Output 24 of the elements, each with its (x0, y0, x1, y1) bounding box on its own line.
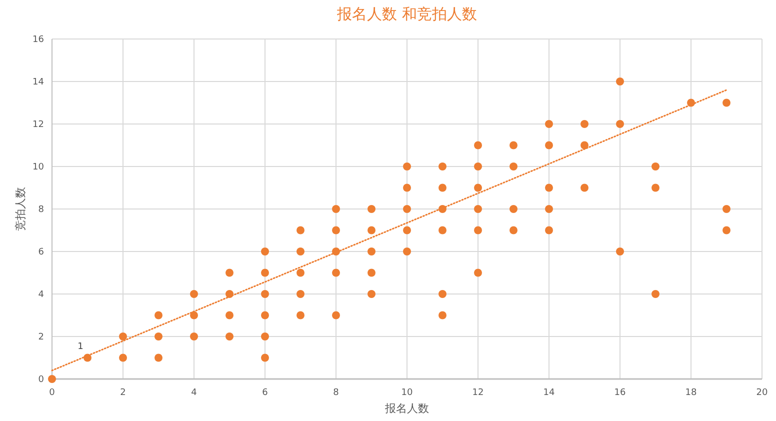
x-tick-label: 14 (543, 388, 555, 398)
y-tick-label: 4 (38, 290, 44, 300)
x-tick-label: 12 (472, 388, 484, 398)
y-tick-label: 0 (38, 375, 44, 385)
y-tick-label: 16 (32, 35, 44, 45)
x-axis-title: 报名人数 (384, 402, 429, 415)
x-tick-label: 6 (262, 388, 268, 398)
x-tick-label: 8 (333, 388, 340, 398)
y-tick-label: 2 (38, 332, 44, 342)
x-tick-label: 16 (614, 388, 626, 398)
y-tick-label: 6 (38, 248, 44, 258)
x-tick-label: 0 (49, 388, 56, 398)
x-tick-label: 18 (685, 388, 697, 398)
x-tick-label: 10 (401, 388, 413, 398)
x-tick-label: 2 (120, 388, 126, 398)
x-tick-label: 20 (756, 388, 768, 398)
chart-title: 报名人数 和竞拍人数 (336, 5, 477, 23)
y-tick-label: 12 (32, 120, 44, 130)
y-tick-label: 10 (32, 162, 44, 172)
y-tick-label: 14 (32, 78, 44, 88)
y-tick-label: 8 (38, 205, 44, 215)
y-axis-title: 竞拍人数 (14, 187, 27, 231)
x-tick-label: 4 (191, 388, 198, 398)
annotation: 1 (78, 342, 84, 352)
